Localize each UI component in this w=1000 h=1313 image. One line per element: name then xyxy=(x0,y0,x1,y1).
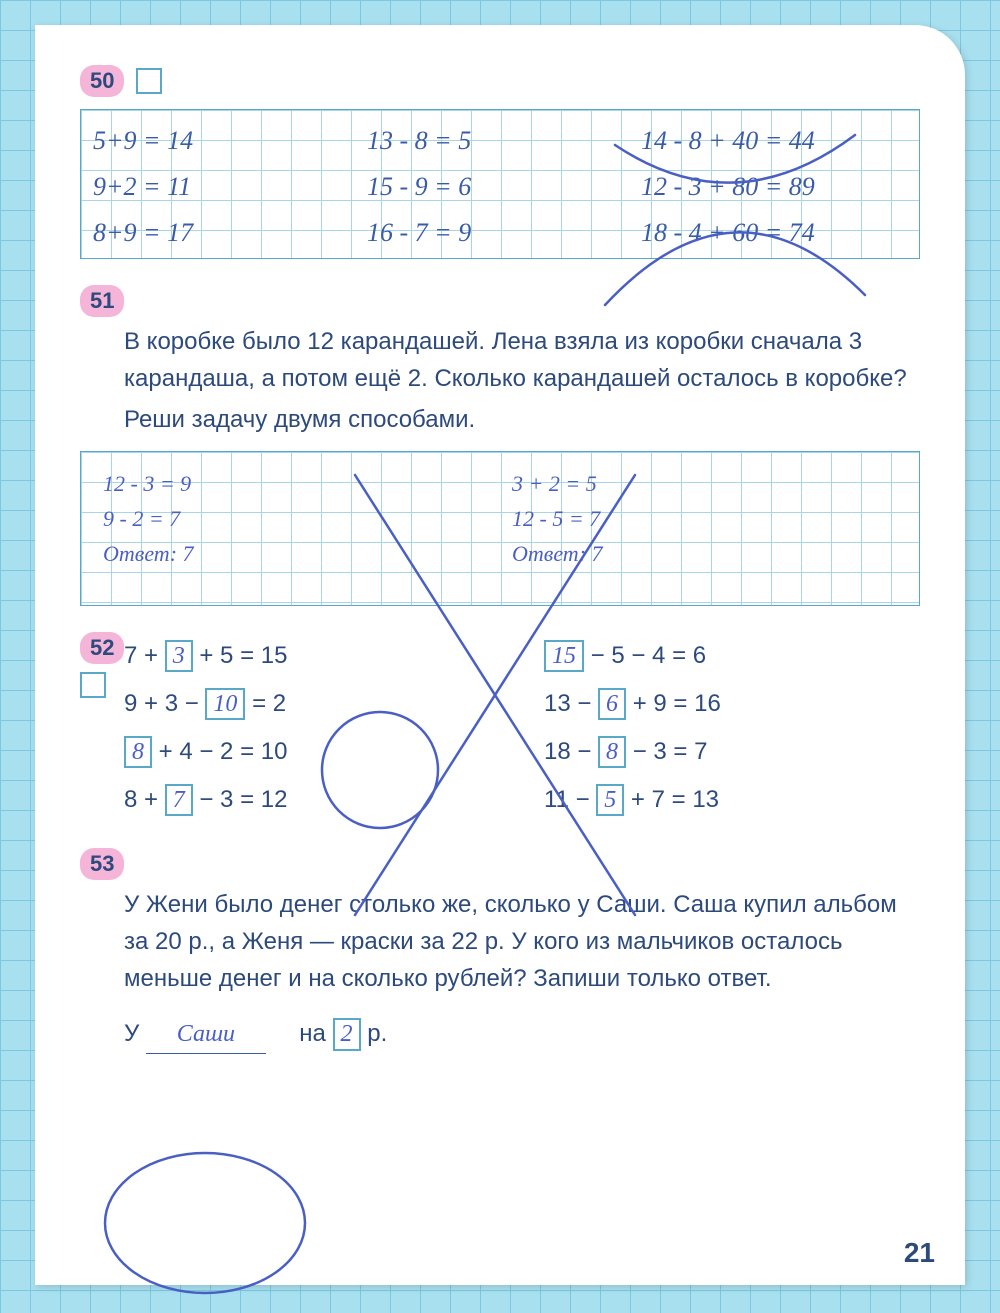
ex51-twocol: 12 - 3 = 9 9 - 2 = 7 Ответ: 7 3 + 2 = 5 … xyxy=(93,460,911,578)
ex52-right-col: 15 − 5 − 4 = 6 13 − 6 + 9 = 16 18 − 8 − … xyxy=(544,632,904,824)
fill-box[interactable]: 8 xyxy=(124,736,152,769)
hw-line: 12 - 3 = 9 xyxy=(103,466,492,501)
ex52-columns: 7 + 3 + 5 = 15 9 + 3 − 10 = 2 8 + 4 − 2 … xyxy=(124,632,920,824)
eq-cell: 18 - 4 + 60 = 74 xyxy=(641,218,911,248)
fill-box[interactable]: 8 xyxy=(598,736,626,769)
eq-line: 15 − 5 − 4 = 6 xyxy=(544,632,904,680)
eq-cell: 13 - 8 = 5 xyxy=(367,126,601,156)
t: + 4 − 2 = 10 xyxy=(152,738,287,765)
eq-cell: 14 - 8 + 40 = 44 xyxy=(641,126,911,156)
ex50-grid: 5+9 = 14 13 - 8 = 5 14 - 8 + 40 = 44 9+2… xyxy=(80,109,920,259)
eq-cell: 8+9 = 17 xyxy=(93,218,327,248)
ex50-header: 50 xyxy=(80,65,920,97)
ex53-text: У Жени было денег столько же, сколько у … xyxy=(124,886,920,998)
ex53-answer: У Саши на 2 р. xyxy=(124,1015,920,1054)
ans-label: Ответ: xyxy=(512,541,586,566)
t: 13 − xyxy=(544,690,598,717)
page-number: 21 xyxy=(904,1237,935,1269)
ans-unit: р. xyxy=(367,1020,387,1047)
ex50-badge: 50 xyxy=(80,65,124,97)
ex51-text2: Реши задачу двумя способами. xyxy=(124,401,920,438)
t: − 3 = 7 xyxy=(626,738,707,765)
eq-line: 9 + 3 − 10 = 2 xyxy=(124,680,484,728)
ans-name[interactable]: Саши xyxy=(146,1016,266,1054)
hw-line: 9 - 2 = 7 xyxy=(103,501,492,536)
ex51-ans2: Ответ: 7 xyxy=(512,536,901,571)
eq-line: 18 − 8 − 3 = 7 xyxy=(544,728,904,776)
t: 7 + xyxy=(124,642,165,669)
ex53-header: 53 xyxy=(80,848,920,880)
scribble-circle-2 xyxy=(95,1145,315,1305)
eq-line: 8 + 4 − 2 = 10 xyxy=(124,728,484,776)
ex51-badge: 51 xyxy=(80,285,124,317)
t: − 3 = 12 xyxy=(193,786,288,813)
hw-line: 3 + 2 = 5 xyxy=(512,466,901,501)
ans-value: 7 xyxy=(592,541,603,566)
ans-box[interactable]: 2 xyxy=(333,1018,361,1051)
eq-cell: 12 - 3 + 80 = 89 xyxy=(641,172,911,202)
ex52-badge: 52 xyxy=(80,632,124,664)
ex51: 51 В коробке было 12 карандашей. Лена вз… xyxy=(80,285,920,606)
eq-line: 13 − 6 + 9 = 16 xyxy=(544,680,904,728)
t: − 5 − 4 = 6 xyxy=(584,642,706,669)
t: = 2 xyxy=(245,690,286,717)
t: 18 − xyxy=(544,738,598,765)
t: 11 − xyxy=(544,786,596,813)
ex52-left-col: 7 + 3 + 5 = 15 9 + 3 − 10 = 2 8 + 4 − 2 … xyxy=(124,632,484,824)
ex50-checkbox[interactable] xyxy=(136,68,162,94)
ex53-badge: 53 xyxy=(80,848,124,880)
ex51-text1: В коробке было 12 карандашей. Лена взяла… xyxy=(124,323,920,397)
fill-box[interactable]: 7 xyxy=(165,784,193,817)
eq-cell: 16 - 7 = 9 xyxy=(367,218,601,248)
ans-label: Ответ: xyxy=(103,541,177,566)
t: 8 + xyxy=(124,786,165,813)
ex52: 52 7 + 3 + 5 = 15 9 + 3 − 10 = 2 8 + 4 −… xyxy=(80,632,920,824)
ans-value: 7 xyxy=(183,541,194,566)
eq-line: 11 − 5 + 7 = 13 xyxy=(544,776,904,824)
t: + 7 = 13 xyxy=(624,786,719,813)
fill-box[interactable]: 15 xyxy=(544,640,584,673)
eq-cell: 5+9 = 14 xyxy=(93,126,327,156)
t: 9 + 3 − xyxy=(124,690,205,717)
workbook-page: 50 5+9 = 14 13 - 8 = 5 14 - 8 + 40 = 44 … xyxy=(35,25,965,1285)
ex51-ans1: Ответ: 7 xyxy=(103,536,492,571)
ex50-row2: 9+2 = 11 15 - 9 = 6 12 - 3 + 80 = 89 xyxy=(93,164,911,210)
eq-line: 7 + 3 + 5 = 15 xyxy=(124,632,484,680)
ex50-row1: 5+9 = 14 13 - 8 = 5 14 - 8 + 40 = 44 xyxy=(93,118,911,164)
ex50-row3: 8+9 = 17 16 - 7 = 9 18 - 4 + 60 = 74 xyxy=(93,210,911,256)
ex51-method2: 3 + 2 = 5 12 - 5 = 7 Ответ: 7 xyxy=(502,460,911,578)
t: + 5 = 15 xyxy=(193,642,288,669)
eq-cell: 15 - 9 = 6 xyxy=(367,172,601,202)
ex51-grid: 12 - 3 = 9 9 - 2 = 7 Ответ: 7 3 + 2 = 5 … xyxy=(80,451,920,606)
hw-line: 12 - 5 = 7 xyxy=(512,501,901,536)
fill-box[interactable]: 6 xyxy=(598,688,626,721)
eq-cell: 9+2 = 11 xyxy=(93,172,327,202)
fill-box[interactable]: 10 xyxy=(205,688,245,721)
ex52-checkbox[interactable] xyxy=(80,672,106,698)
t: + 9 = 16 xyxy=(626,690,721,717)
ex51-header: 51 xyxy=(80,285,920,317)
eq-line: 8 + 7 − 3 = 12 xyxy=(124,776,484,824)
fill-box[interactable]: 3 xyxy=(165,640,193,673)
ans-pre: У xyxy=(124,1020,139,1047)
ex51-method1: 12 - 3 = 9 9 - 2 = 7 Ответ: 7 xyxy=(93,460,502,578)
fill-box[interactable]: 5 xyxy=(596,784,624,817)
ans-mid: на xyxy=(299,1020,326,1047)
ex53: 53 У Жени было денег столько же, сколько… xyxy=(80,848,920,1055)
